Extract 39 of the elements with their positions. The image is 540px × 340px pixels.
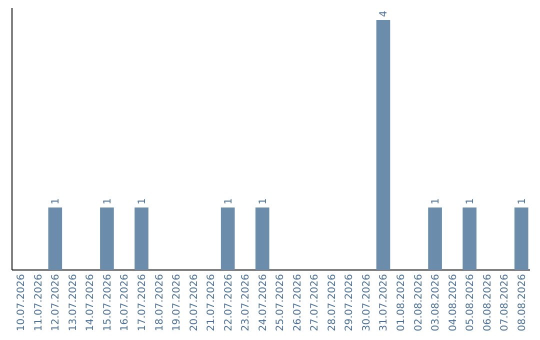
x-tick-label: 04.08.2026 [448,274,459,332]
x-tick-label: 31.07.2026 [378,274,390,332]
x-tick-label: 30.07.2026 [361,274,372,332]
x-tick-label: 24.07.2026 [258,274,269,332]
x-tick-label: 16.07.2026 [120,274,131,332]
x-tick-label: 06.08.2026 [482,274,494,332]
x-tick-label: 14.07.2026 [85,274,96,332]
x-tick-label: 05.08.2026 [465,274,476,332]
x-tick-label: 11.07.2026 [33,274,44,332]
x-tick-label: 25.07.2026 [275,274,286,332]
x-tick-label: 20.07.2026 [188,274,200,332]
x-tick-label: 01.08.2026 [396,274,407,332]
data-label: 1 [516,198,528,204]
x-tick-label: 18.07.2026 [154,274,166,332]
x-tick-label: 03.08.2026 [430,274,442,332]
x-tick-label: 13.07.2026 [68,274,79,332]
x-tick-label: 15.07.2026 [102,274,114,332]
data-label: 1 [223,198,234,204]
x-tick-label: 21.07.2026 [206,274,218,332]
data-label: 1 [50,198,62,204]
x-tick-label: 17.07.2026 [137,274,148,332]
x-tick-label: 28.07.2026 [326,274,338,332]
x-tick-label: 02.08.2026 [413,274,424,332]
x-tick-label: 12.07.2026 [50,274,62,332]
x-tick-label: 10.07.2026 [16,274,28,332]
x-tick-label: 22.07.2026 [223,274,234,332]
x-tick-label: 07.08.2026 [500,274,511,332]
data-label: 4 [378,10,390,17]
data-label: 1 [137,198,148,204]
x-tick-label: 29.07.2026 [344,274,356,332]
x-tick-label: 26.07.2026 [292,274,304,332]
x-tick-label: 27.07.2026 [310,274,321,332]
x-tick-label: 19.07.2026 [172,274,183,332]
data-label: 1 [465,198,476,204]
data-label: 1 [258,198,269,204]
x-tick-label: 08.08.2026 [516,274,528,332]
data-label: 1 [430,198,442,204]
data-label: 1 [102,198,114,204]
x-tick-label: 23.07.2026 [240,274,252,332]
